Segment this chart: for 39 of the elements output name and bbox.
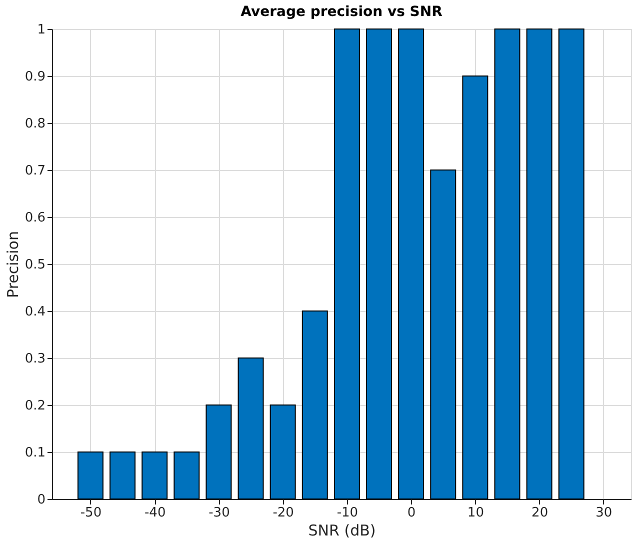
- bar: [270, 404, 296, 500]
- x-tick-label: -40: [144, 506, 166, 520]
- y-tick-label: 0.6: [24, 210, 46, 226]
- y-tick-label: 1: [37, 22, 46, 38]
- y-tick-label: 0.1: [24, 446, 46, 460]
- bar: [77, 452, 104, 500]
- x-tick-label: -50: [80, 506, 102, 520]
- y-axis-title: Precision: [4, 231, 22, 298]
- bar: [398, 28, 424, 500]
- x-tick-label: -20: [272, 506, 294, 520]
- bar: [110, 452, 136, 500]
- x-axis-title: SNR (dB): [308, 522, 376, 540]
- y-tick-label: 0.3: [24, 352, 46, 366]
- y-tick-label: 0.2: [24, 398, 46, 414]
- y-tick-label: 0: [37, 492, 46, 508]
- bar: [142, 452, 168, 500]
- y-tick-label: 0.9: [24, 70, 46, 84]
- chart-title: Average precision vs SNR: [240, 4, 443, 20]
- y-tick-label: 0.4: [24, 304, 46, 320]
- y-tick-label: 0.7: [24, 164, 46, 178]
- x-tick-label: 20: [532, 506, 548, 520]
- x-tick-label: 0: [407, 506, 416, 520]
- bar: [462, 76, 488, 500]
- bar: [334, 28, 360, 500]
- bar: [558, 28, 584, 500]
- bar: [366, 28, 392, 500]
- bar: [430, 170, 456, 500]
- bar: [526, 28, 552, 500]
- bar: [206, 404, 232, 500]
- bar: [302, 310, 328, 500]
- bar: [174, 452, 200, 500]
- x-tick-label: 10: [467, 506, 484, 520]
- x-tick-label: -10: [336, 506, 358, 520]
- y-tick-label: 0.8: [24, 116, 46, 132]
- x-tick-label: 30: [596, 506, 612, 520]
- bar: [494, 28, 520, 500]
- x-tick-label: -30: [208, 506, 230, 520]
- bar: [238, 358, 264, 500]
- y-tick-label: 0.5: [24, 258, 46, 272]
